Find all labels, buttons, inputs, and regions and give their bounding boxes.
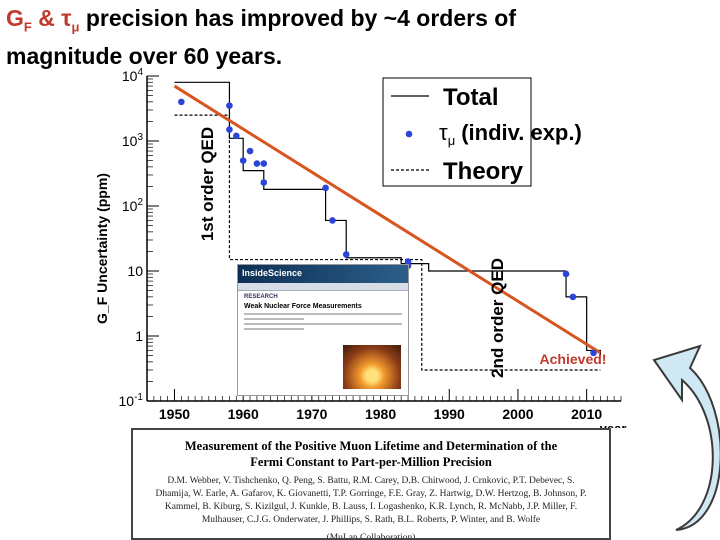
y-tick-label: 10-1 <box>119 392 144 409</box>
data-point <box>569 293 577 301</box>
paper-abstract: Measurement of the Positive Muon Lifetim… <box>131 428 611 540</box>
data-point <box>329 217 336 224</box>
first-order-qed-label: 1st order QED <box>198 127 217 241</box>
data-point <box>226 126 233 133</box>
curved-arrow-icon <box>652 344 720 531</box>
achieved-label: Achieved! <box>540 351 607 367</box>
x-tick-label: 1960 <box>228 406 259 422</box>
x-tick-label: 1980 <box>365 406 396 422</box>
data-point <box>562 270 570 278</box>
data-point <box>342 251 350 258</box>
data-point <box>239 157 247 164</box>
article-text-line <box>244 328 304 330</box>
second-order-qed-label: 2nd order QED <box>488 258 507 378</box>
data-point <box>404 258 412 265</box>
y-tick-label: 104 <box>122 67 144 84</box>
x-tick-label: 1970 <box>296 406 327 422</box>
data-point <box>226 102 233 109</box>
y-tick-label: 1 <box>135 328 143 344</box>
x-axis-label: year <box>600 421 627 428</box>
news-article-thumbnail: InsideScience RESEARCH Weak Nuclear Forc… <box>237 264 409 396</box>
data-point <box>260 160 268 167</box>
article-masthead: InsideScience <box>238 265 408 283</box>
data-point <box>178 98 185 106</box>
slide-title: GF & τμ precision has improved by ~4 ord… <box>6 5 516 69</box>
legend-total-label: Total <box>443 84 499 111</box>
data-point <box>322 184 329 192</box>
data-point <box>233 132 240 140</box>
x-tick-label: 1950 <box>159 406 190 422</box>
legend-indiv-label: τμ (indiv. exp.) <box>439 120 582 148</box>
paper-collaboration: (MuLan Collaboration) <box>326 533 416 540</box>
article-nav <box>238 283 408 291</box>
y-tick-label: 103 <box>122 132 144 149</box>
article-text-line <box>244 323 402 325</box>
paper-title: Measurement of the Positive Muon Lifetim… <box>184 439 558 469</box>
article-text-line <box>244 313 402 315</box>
article-section: RESEARCH <box>244 294 278 300</box>
data-point <box>253 160 261 167</box>
data-point <box>260 179 268 186</box>
tau-symbol: τμ <box>61 5 80 35</box>
paper-authors: D.M. Webber, V. Tishchenko, Q. Peng, S. … <box>155 476 587 525</box>
x-tick-label: 2000 <box>502 406 533 422</box>
sunset-image <box>343 345 401 389</box>
x-tick-label: 2010 <box>571 406 602 422</box>
data-point <box>246 147 254 155</box>
total-series-line <box>174 81 601 356</box>
data-point <box>590 349 597 357</box>
gf-symbol: GF <box>6 5 32 35</box>
y-tick-label: 10 <box>127 263 143 279</box>
y-axis-label: G_F Uncertainty (ppm) <box>95 173 110 324</box>
legend-point-swatch <box>405 130 413 138</box>
legend-theory-label: Theory <box>443 158 524 185</box>
title-line1: precision has improved by ~4 orders of <box>85 5 516 31</box>
trend-line <box>173 84 602 355</box>
y-tick-label: 102 <box>122 197 144 214</box>
article-text-line <box>244 318 304 320</box>
gf-uncertainty-chart: 10-1 1 10 102 103 104 1950 1960 1970 1980 1990 2000… <box>95 67 627 428</box>
x-tick-label: 1990 <box>434 406 465 422</box>
title-line2: magnitude over 60 years. <box>6 42 283 69</box>
article-headline: Weak Nuclear Force Measurements <box>244 303 362 310</box>
